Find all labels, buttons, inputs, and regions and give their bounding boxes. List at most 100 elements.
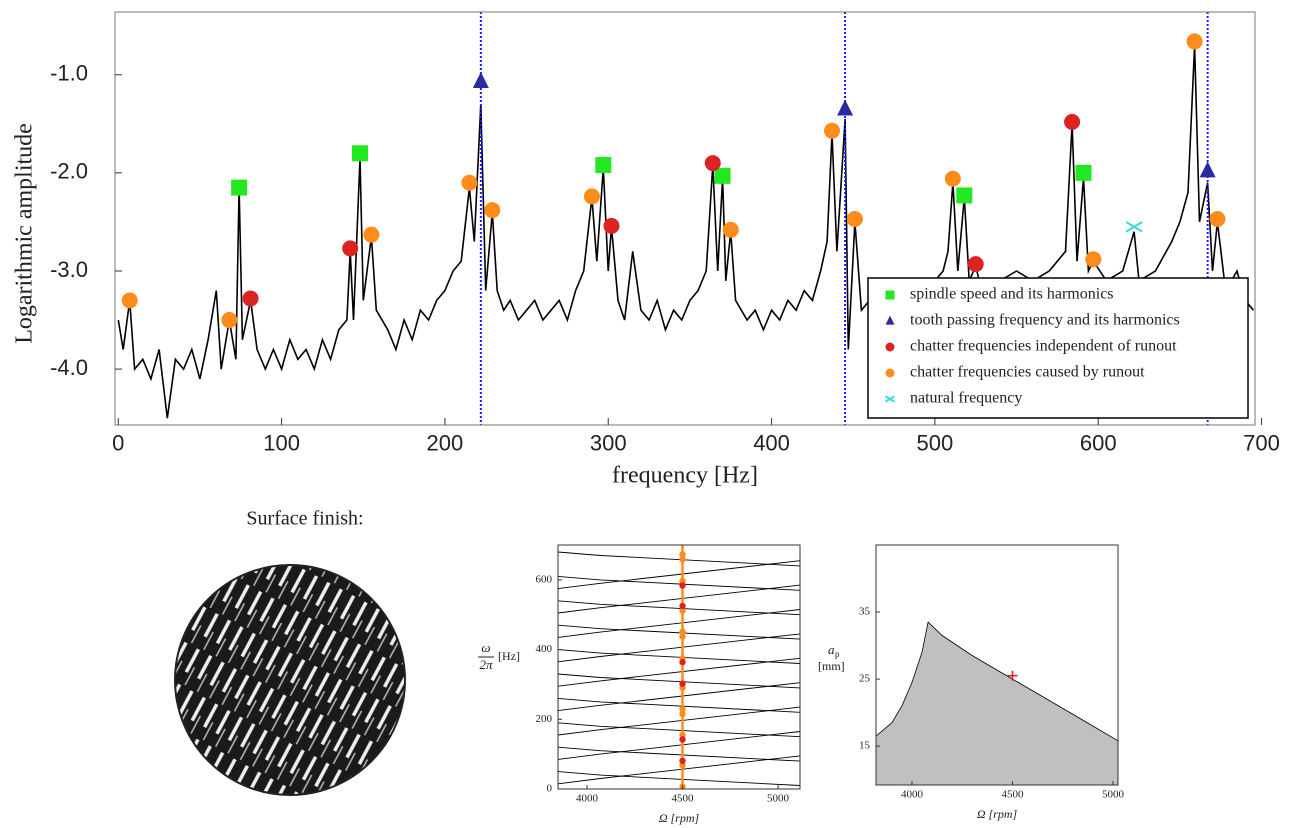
y-tick-label: 35 bbox=[859, 606, 871, 618]
x-tick-label: 0 bbox=[112, 431, 124, 456]
marker bbox=[679, 680, 686, 687]
x-tick-label: 4500 bbox=[1001, 788, 1024, 800]
plot-area bbox=[558, 545, 800, 789]
frequency-line bbox=[558, 673, 800, 689]
frequency-line bbox=[558, 584, 800, 614]
frequency-line bbox=[558, 575, 800, 591]
x-tick-label: 4500 bbox=[672, 792, 695, 804]
y-tick-label: 600 bbox=[536, 573, 553, 585]
legend-label: natural frequency bbox=[910, 390, 1022, 407]
marker bbox=[363, 226, 380, 243]
marker bbox=[121, 292, 138, 309]
frequency-line bbox=[558, 682, 800, 712]
legend-label: chatter frequencies independent of runou… bbox=[910, 338, 1177, 355]
marker bbox=[461, 174, 478, 191]
marker bbox=[679, 607, 686, 615]
y-label-unit: [Hz] bbox=[498, 649, 520, 663]
marker bbox=[231, 179, 248, 196]
marker bbox=[679, 731, 686, 739]
marker bbox=[1085, 251, 1102, 268]
surface-finish-image bbox=[175, 565, 405, 795]
y-tick-label: -1.0 bbox=[50, 61, 88, 86]
y-tick-label: 15 bbox=[859, 740, 871, 752]
marker bbox=[884, 395, 896, 403]
y-tick-label: -3.0 bbox=[50, 257, 88, 282]
marker bbox=[944, 170, 961, 187]
marker bbox=[1209, 210, 1226, 227]
legend-label: chatter frequencies caused by runout bbox=[910, 364, 1145, 381]
plot-frame bbox=[114, 11, 1256, 426]
y-label-symbol: a bbox=[828, 642, 835, 657]
frequency-line bbox=[558, 633, 800, 663]
marker bbox=[1075, 164, 1092, 181]
frequency-line bbox=[558, 755, 800, 785]
y-tick-label: -2.0 bbox=[50, 159, 88, 184]
frequency-line bbox=[558, 697, 800, 713]
legend-label: spindle speed and its harmonics bbox=[910, 286, 1114, 303]
frequency-line bbox=[558, 657, 800, 687]
frequency-line bbox=[558, 560, 800, 590]
x-axis-label: frequency [Hz] bbox=[612, 463, 758, 489]
marker bbox=[679, 736, 686, 743]
surface-finish-title: Surface finish: bbox=[246, 508, 363, 530]
marker bbox=[679, 577, 686, 585]
frequency-line bbox=[558, 624, 800, 640]
frequency-line bbox=[558, 731, 800, 760]
y-label-denominator: 2π bbox=[479, 657, 493, 672]
marker bbox=[679, 628, 686, 635]
marker bbox=[679, 633, 686, 640]
marker bbox=[722, 221, 739, 238]
marker bbox=[242, 290, 259, 307]
marker bbox=[714, 167, 731, 184]
frequency-line bbox=[558, 771, 800, 786]
marker bbox=[1064, 113, 1081, 130]
marker bbox=[679, 582, 686, 589]
frequency-line bbox=[558, 609, 800, 638]
frequency-line bbox=[558, 649, 800, 664]
marker bbox=[679, 551, 686, 558]
frequency-line bbox=[558, 722, 800, 738]
marker bbox=[885, 342, 895, 352]
marker bbox=[679, 762, 686, 769]
legend-box bbox=[867, 277, 1249, 419]
x-tick-label: 5000 bbox=[767, 792, 790, 804]
y-tick-label: 25 bbox=[859, 673, 871, 685]
marker bbox=[679, 710, 686, 718]
y-tick-label: -4.0 bbox=[50, 355, 88, 380]
x-tick-label: 300 bbox=[590, 431, 627, 456]
frequency-line bbox=[558, 706, 800, 736]
marker bbox=[595, 157, 612, 174]
marker bbox=[583, 188, 600, 205]
marker bbox=[967, 256, 984, 273]
frequency-line bbox=[558, 551, 800, 567]
marker bbox=[846, 210, 863, 227]
marker bbox=[1199, 161, 1216, 178]
y-label-unit: [mm] bbox=[818, 659, 845, 673]
marker bbox=[472, 72, 489, 89]
plot-area bbox=[876, 621, 1118, 785]
x-axis-label: Ω [rpm] bbox=[659, 811, 700, 825]
marker bbox=[704, 155, 721, 172]
x-tick-label: 4000 bbox=[576, 792, 599, 804]
marker bbox=[221, 312, 238, 329]
x-tick-label: 400 bbox=[753, 431, 790, 456]
x-tick-label: 600 bbox=[1080, 431, 1117, 456]
frequency-line bbox=[558, 746, 800, 762]
x-axis-label: Ω [rpm] bbox=[977, 807, 1018, 821]
surface-finish-border bbox=[174, 564, 406, 796]
x-tick-label: 4000 bbox=[901, 788, 924, 800]
plot-frame bbox=[875, 544, 1119, 786]
marker bbox=[1125, 221, 1143, 233]
x-tick-label: 200 bbox=[427, 431, 464, 456]
marker bbox=[885, 290, 895, 300]
marker bbox=[837, 99, 854, 116]
x-tick-label: 100 bbox=[263, 431, 300, 456]
y-axis-label: Logarithmic amplitude bbox=[12, 123, 38, 344]
y-label-numerator: ω bbox=[481, 640, 490, 655]
marker bbox=[484, 202, 501, 219]
x-tick-label: 500 bbox=[917, 431, 954, 456]
marker bbox=[956, 187, 973, 204]
marker bbox=[342, 240, 359, 257]
marker bbox=[679, 556, 686, 563]
